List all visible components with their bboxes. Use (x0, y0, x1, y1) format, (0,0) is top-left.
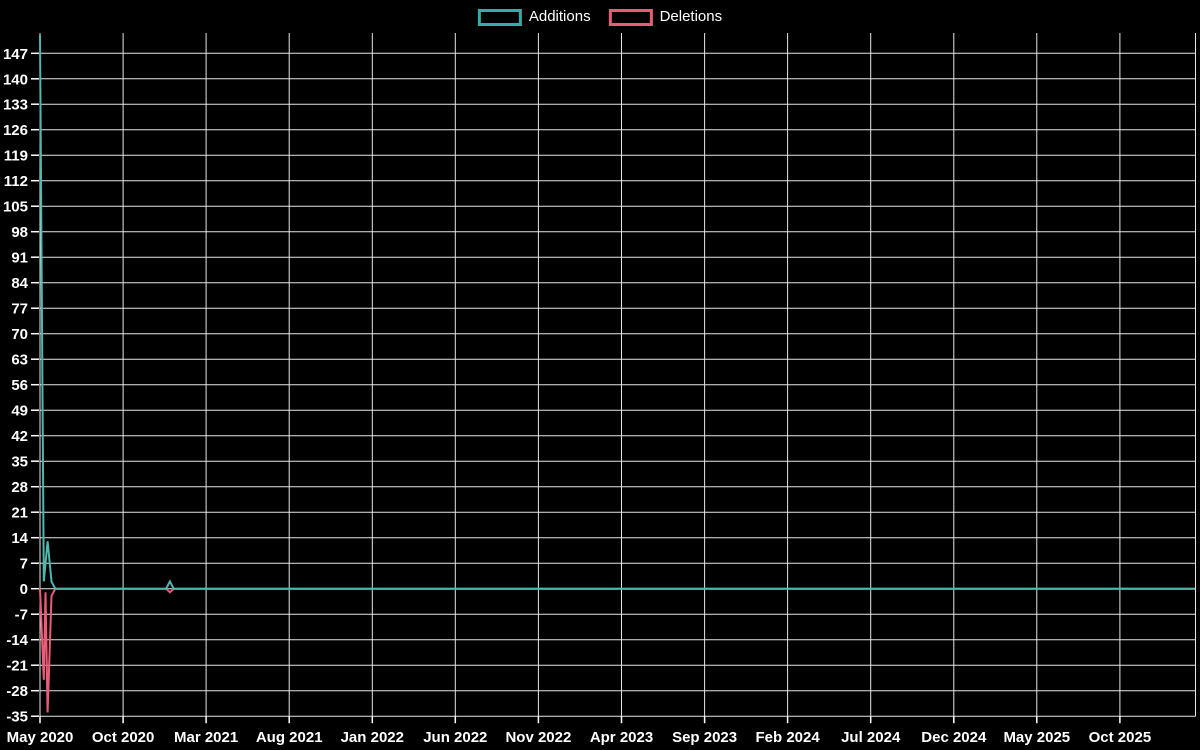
y-tick-label: 119 (4, 148, 28, 165)
y-tick-label: -35 (6, 709, 28, 726)
deletions-line (39, 587, 1196, 713)
x-tick-label: Apr 2023 (590, 729, 653, 746)
y-tick-label: -21 (6, 658, 28, 675)
y-tick-label: 105 (3, 199, 28, 216)
y-tick-label: 49 (11, 403, 28, 420)
y-tick-label: 133 (3, 97, 28, 114)
x-tick-label: Aug 2021 (256, 729, 323, 746)
y-tick-label: -7 (15, 607, 28, 624)
y-tick-label: 84 (11, 275, 28, 292)
y-tick-label: -28 (6, 683, 28, 700)
legend-item-deletions[interactable]: Deletions (608, 8, 723, 26)
chart-legend: Additions Deletions (477, 8, 723, 26)
x-tick-label: Jun 2022 (423, 729, 487, 746)
y-tick-label: 70 (11, 326, 28, 343)
x-tick-label: Jan 2022 (341, 729, 404, 746)
x-tick-label: Dec 2024 (921, 729, 987, 746)
y-tick-label: 112 (4, 173, 28, 190)
x-tick-label: Jul 2024 (841, 729, 901, 746)
x-tick-label: Nov 2022 (505, 729, 571, 746)
additions-swatch-icon (477, 8, 522, 26)
x-tick-label: Sep 2023 (672, 729, 737, 746)
y-tick-label: 147 (3, 46, 28, 63)
y-tick-label: 28 (11, 479, 28, 496)
y-tick-label: 56 (11, 377, 28, 394)
y-tick-label: 91 (11, 250, 28, 267)
y-tick-label: 77 (11, 301, 28, 318)
deletions-swatch-icon (608, 8, 653, 26)
legend-item-additions[interactable]: Additions (477, 8, 591, 26)
x-tick-label: Oct 2020 (92, 729, 155, 746)
y-tick-label: 35 (11, 454, 28, 471)
y-tick-label: 7 (20, 556, 28, 573)
x-tick-label: Feb 2024 (755, 729, 820, 746)
y-tick-label: 42 (11, 428, 28, 445)
x-tick-label: May 2025 (1003, 729, 1070, 746)
y-tick-label: 126 (3, 122, 28, 139)
y-tick-label: 14 (11, 530, 28, 547)
y-tick-label: 140 (3, 71, 28, 88)
x-tick-label: Mar 2021 (174, 729, 238, 746)
x-tick-label: Oct 2025 (1089, 729, 1152, 746)
y-tick-label: 0 (20, 581, 28, 598)
y-tick-label: -14 (6, 632, 28, 649)
additions-line (39, 34, 1196, 590)
y-tick-label: 21 (11, 505, 28, 522)
legend-label-additions: Additions (528, 8, 591, 25)
x-tick-label: May 2020 (7, 729, 74, 746)
legend-label-deletions: Deletions (659, 8, 723, 25)
y-tick-label: 63 (11, 352, 28, 369)
y-tick-label: 98 (11, 224, 28, 241)
